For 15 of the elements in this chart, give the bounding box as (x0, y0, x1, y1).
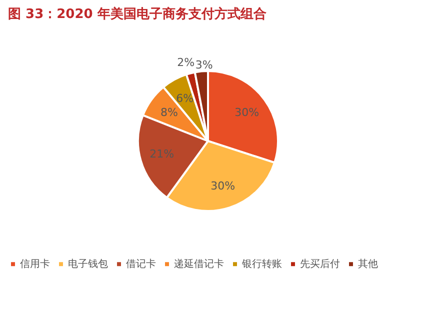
data-label: 3% (195, 58, 213, 72)
data-label: 30% (210, 180, 236, 193)
data-label: 30% (234, 106, 260, 119)
legend-label: 银行转账 (241, 258, 282, 270)
legend-label: 借记卡 (126, 258, 156, 270)
legend-label: 先买后付 (300, 258, 340, 270)
data-label: 21% (150, 147, 174, 160)
legend-label: 电子钱包 (68, 258, 108, 270)
legend-label: 信用卡 (20, 258, 50, 270)
data-label: 2% (177, 56, 195, 70)
chart-title: 图 33：2020 年美国电子商务支付方式组合 (8, 6, 266, 22)
legend-label: 其他 (358, 258, 378, 270)
data-label: 6% (176, 92, 194, 105)
legend-label: 递延借记卡 (174, 258, 224, 270)
data-label: 8% (160, 106, 178, 119)
